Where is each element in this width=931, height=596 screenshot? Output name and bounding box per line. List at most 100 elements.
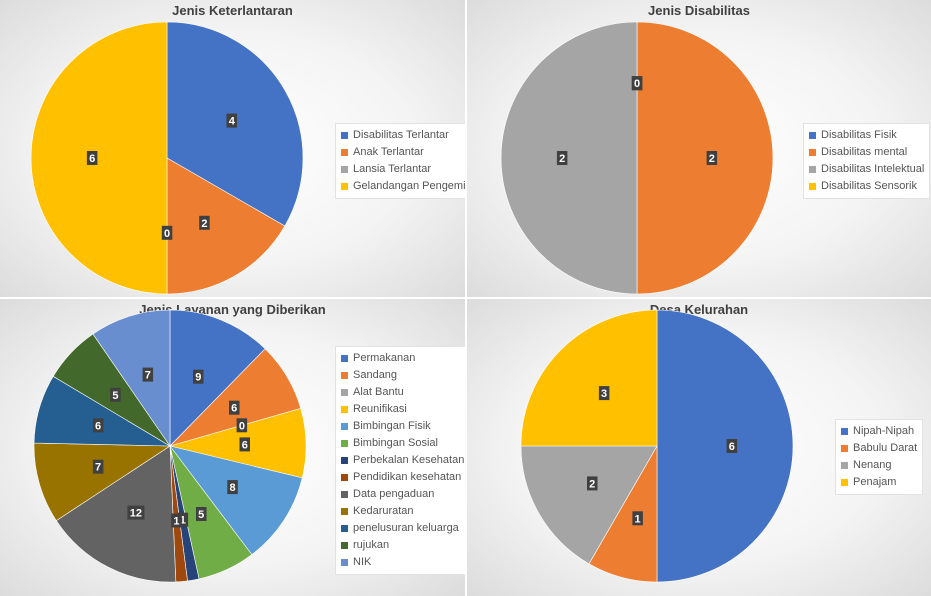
legend-label: Bimbingan Fisik (353, 420, 431, 432)
legend-swatch (341, 406, 348, 413)
data-label-box (110, 387, 121, 402)
legend-swatch (841, 462, 848, 469)
legend-label: Disabilitas Terlantar (353, 129, 449, 141)
legend-label: NIK (353, 556, 372, 568)
legend-swatch (341, 474, 348, 481)
chart-legend: Disabilitas Terlantar Anak Terlantar Lansi… (335, 123, 465, 199)
data-label-permakanan: 9 (195, 372, 201, 384)
legend-label: Data pengaduan (353, 488, 435, 500)
data-label-box (161, 225, 173, 240)
legend-label: Alat Bantu (353, 386, 404, 398)
pie-slice-nik (92, 309, 171, 447)
legend-swatch (809, 132, 816, 139)
pie-slice-disabilitas-mental (636, 21, 774, 295)
legend-item-rujukan: rujukan (341, 537, 464, 554)
pie-slice-nipah-nipah (656, 309, 794, 583)
chart-panel-disabilitas: Jenis Disabilitas 0220 Disabilitas Fisik… (467, 0, 931, 297)
data-label-box (598, 386, 610, 401)
data-label-box (92, 418, 104, 433)
legend-item-nenang: Nenang (841, 457, 917, 474)
data-label-data-pengaduan: 12 (130, 508, 142, 520)
legend-swatch (341, 183, 348, 190)
legend-item-gelandangan-pengemis: Gelandangan Pengemis (341, 178, 465, 195)
data-label-anak-terlantar: 2 (201, 218, 207, 230)
legend-label: Kedaruratan (353, 505, 414, 517)
legend-item-penajam: Penajam (841, 474, 917, 491)
legend-swatch (341, 525, 348, 532)
legend-swatch (809, 149, 816, 156)
chart-legend: Permakanan Sandang Alat Bantu Reunifikasi Bi… (335, 346, 465, 575)
data-label-box (171, 513, 182, 528)
data-label-pendidikan-kesehatan: 1 (173, 516, 179, 528)
chart-panel-keterlantaran: Jenis Keterlantaran 4 2 0 6 Disabilitas Ter… (0, 0, 465, 297)
data-label-box (86, 151, 98, 165)
data-label-box (177, 512, 189, 527)
legend-item-sandang: Sandang (341, 367, 464, 384)
data-label-box (227, 480, 238, 495)
data-label-babulu-darat: 1 (635, 513, 641, 525)
legend-item-disabilitas-intelektual: Disabilitas Intelektual (809, 161, 924, 178)
data-label-nenang: 2 (589, 478, 595, 490)
legend-item-penelusuran-keluarga: penelusuran keluarga (341, 520, 464, 537)
legend-label: Disabilitas Sensorik (821, 180, 917, 192)
legend-label: rujukan (353, 539, 390, 551)
data-label-box (632, 511, 643, 526)
legend-item-anak-terlantar: Anak Terlantar (341, 144, 465, 161)
data-label-box (229, 400, 240, 415)
legend-swatch (341, 355, 348, 362)
data-label-gelandangan-pengemis: 6 (89, 153, 95, 165)
legend-item-permakanan: Permakanan (341, 350, 464, 367)
pie-chart: 0220 (500, 21, 774, 295)
legend-label: Bimbingan Sosial (353, 437, 438, 449)
data-label-box (196, 507, 207, 521)
chart-title: Jenis Disabilitas (648, 3, 750, 18)
data-label-box (236, 418, 248, 433)
data-label-bimbingan-fisik: 8 (229, 482, 235, 494)
pie-chart: 4 2 0 6 (30, 21, 304, 295)
data-label-disabilitas-terlantar: 4 (229, 116, 236, 128)
pie-slice-disabilitas-intelektual (500, 21, 638, 295)
legend-item-bimbingan-fisik: Bimbingan Fisik (341, 418, 464, 435)
data-label-box (631, 76, 643, 91)
legend-swatch (341, 423, 348, 430)
legend-label: Nenang (853, 459, 892, 471)
data-label-box (706, 151, 718, 165)
data-label-disabilitas-sensorik: 0 (634, 78, 640, 90)
legend-item-perbekalan-kesehatan: Perbekalan Kesehatan (341, 452, 464, 469)
legend-label: Penajam (853, 476, 897, 488)
data-label-box (556, 151, 568, 165)
pie-slice-kedaruratan (33, 442, 171, 522)
data-label-box (239, 437, 250, 452)
pie-slice-penajam (520, 309, 658, 447)
legend-swatch (809, 166, 816, 173)
chart-title: Jenis Keterlantaran (172, 3, 293, 18)
legend-item-disabilitas-fisik: Disabilitas Fisik (809, 127, 924, 144)
legend-label: Lansia Terlantar (353, 163, 432, 175)
legend-item-bimbingan-sosial: Bimbingan Sosial (341, 435, 464, 452)
legend-swatch (809, 183, 816, 190)
data-label-box (92, 459, 104, 474)
data-label-box (127, 505, 145, 520)
legend-swatch (341, 132, 348, 139)
data-label-nik: 7 (145, 370, 151, 382)
legend-item-lansia-terlantar: Lansia Terlantar (341, 161, 465, 178)
legend-label: Disabilitas Intelektual (821, 163, 925, 175)
legend-label: Permakanan (353, 352, 416, 364)
data-label-nipah-nipah: 6 (729, 441, 735, 453)
legend-swatch (841, 428, 848, 435)
legend-swatch (341, 166, 348, 173)
data-label-box (142, 367, 154, 382)
chart-legend: Nipah-Nipah Babulu Darat Nenang Penajam (835, 419, 924, 495)
legend-swatch (341, 372, 348, 379)
legend-item-data-pengaduan: Data pengaduan (341, 486, 464, 503)
legend-swatch (341, 491, 348, 498)
legend-item-nik: NIK (341, 554, 464, 571)
legend-swatch (341, 508, 348, 515)
legend-swatch (841, 479, 848, 486)
pie-slice-gelandangan-pengemis (30, 21, 168, 295)
legend-label: Nipah-Nipah (853, 425, 915, 437)
pie-slice-bimbingan-fisik (169, 445, 303, 556)
legend-swatch (341, 149, 348, 156)
legend-swatch (341, 389, 348, 396)
